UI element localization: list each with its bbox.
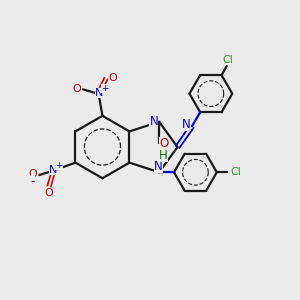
Text: N: N (49, 165, 57, 175)
Text: O: O (44, 188, 53, 198)
Text: O: O (28, 169, 37, 179)
Text: +: + (101, 84, 109, 93)
Text: Cl: Cl (222, 55, 233, 64)
Text: +: + (55, 161, 63, 170)
Text: O: O (108, 73, 117, 83)
Text: N: N (149, 115, 158, 128)
Text: H: H (159, 148, 168, 162)
Text: N: N (182, 118, 191, 131)
Text: Cl: Cl (230, 167, 241, 177)
Text: N: N (95, 88, 103, 98)
Text: O: O (72, 84, 81, 94)
Text: O: O (159, 137, 168, 150)
Text: -: - (31, 175, 35, 188)
Text: N: N (154, 160, 163, 173)
